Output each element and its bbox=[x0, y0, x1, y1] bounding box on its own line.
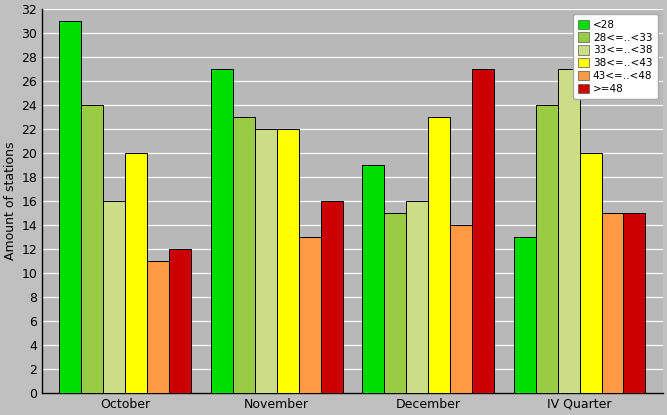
Bar bbox=[472, 69, 494, 393]
Bar bbox=[514, 237, 536, 393]
Bar bbox=[406, 201, 428, 393]
Bar bbox=[428, 117, 450, 393]
Bar bbox=[602, 213, 624, 393]
Bar bbox=[147, 261, 169, 393]
Bar bbox=[277, 129, 299, 393]
Bar bbox=[81, 105, 103, 393]
Bar bbox=[624, 213, 646, 393]
Legend: <28, 28<=..<33, 33<=..<38, 38<=..<43, 43<=..<48, >=48: <28, 28<=..<33, 33<=..<38, 38<=..<43, 43… bbox=[573, 15, 658, 99]
Bar bbox=[321, 201, 343, 393]
Bar bbox=[558, 69, 580, 393]
Bar bbox=[580, 153, 602, 393]
Bar bbox=[384, 213, 406, 393]
Bar bbox=[103, 201, 125, 393]
Bar bbox=[362, 165, 384, 393]
Bar bbox=[299, 237, 321, 393]
Bar bbox=[125, 153, 147, 393]
Bar bbox=[450, 225, 472, 393]
Bar bbox=[169, 249, 191, 393]
Y-axis label: Amount of stations: Amount of stations bbox=[4, 142, 17, 260]
Bar bbox=[233, 117, 255, 393]
Bar bbox=[536, 105, 558, 393]
Bar bbox=[255, 129, 277, 393]
Bar bbox=[59, 21, 81, 393]
Bar bbox=[211, 69, 233, 393]
